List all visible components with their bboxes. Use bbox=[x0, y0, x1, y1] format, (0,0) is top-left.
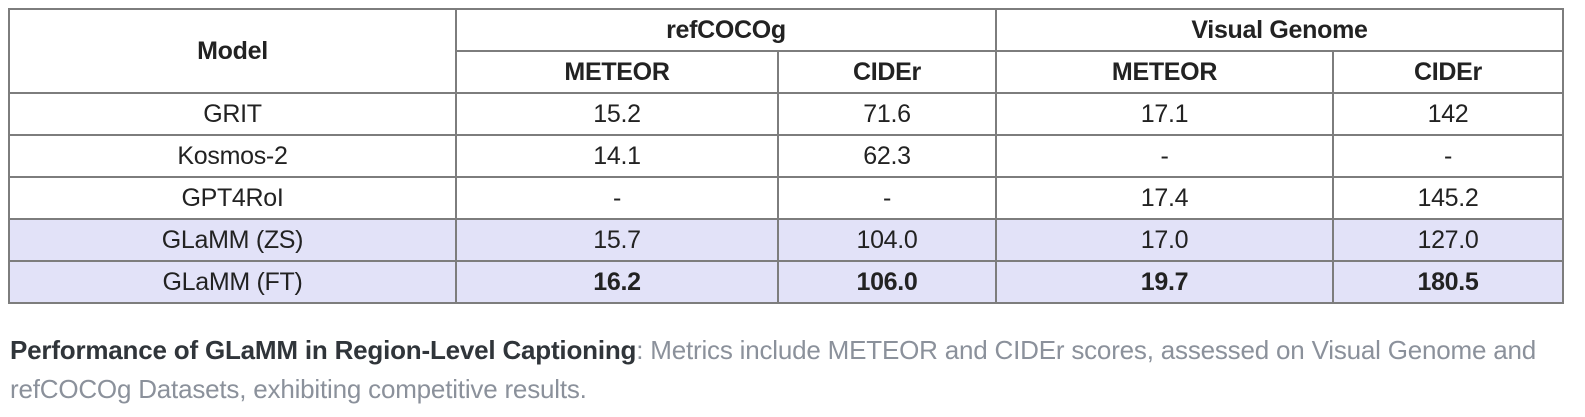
value-cell: 15.7 bbox=[455, 218, 779, 262]
value-cell: 104.0 bbox=[777, 218, 997, 262]
table-row: GLaMM (FT) 16.2 106.0 19.7 180.5 bbox=[8, 260, 1565, 304]
metric-header-row: METEOR CIDEr METEOR CIDEr bbox=[9, 50, 1565, 94]
results-table: Model refCOCOg Visual Genome METEOR CIDE… bbox=[8, 8, 1565, 304]
value-cell: 180.5 bbox=[1331, 260, 1565, 304]
caption-title: Performance of GLaMM in Region-Level Cap… bbox=[10, 335, 637, 365]
value-cell: 17.0 bbox=[995, 218, 1334, 262]
value-cell: 71.6 bbox=[777, 92, 997, 136]
visual-genome-meteor-header: METEOR bbox=[995, 50, 1334, 94]
caption-description: : Metrics include METEOR and CIDEr score… bbox=[10, 335, 1537, 404]
table-caption: Performance of GLaMM in Region-Level Cap… bbox=[10, 331, 1538, 409]
table-row: Kosmos-2 14.1 62.3- - bbox=[8, 134, 1565, 178]
value-cell: 127.0 bbox=[1331, 218, 1565, 262]
visual-genome-cider-header: CIDEr bbox=[1331, 50, 1565, 94]
table-row: GLaMM (ZS) 15.7 104.0 17.0 127.0 bbox=[8, 218, 1565, 262]
model-cell: GRIT bbox=[8, 92, 457, 136]
value-cell: 142 bbox=[1331, 92, 1565, 136]
value-cell: 17.1 bbox=[995, 92, 1334, 136]
visual-genome-group-header: Visual Genome bbox=[994, 8, 1565, 52]
table-header: Model refCOCOg Visual Genome METEOR CIDE… bbox=[8, 8, 1565, 94]
value-cell: 19.7 bbox=[995, 260, 1334, 304]
refcocog-group-header: refCOCOg bbox=[455, 8, 997, 52]
value-cell: 62.3 bbox=[777, 134, 997, 178]
value-cell: - bbox=[1331, 134, 1565, 178]
model-cell: GLaMM (ZS) bbox=[8, 218, 457, 262]
value-cell: 145.2 bbox=[1331, 176, 1565, 220]
refcocog-cider-header: CIDEr bbox=[777, 50, 997, 94]
model-cell: Kosmos-2 bbox=[8, 134, 457, 178]
table-row: GRIT 15.2 71.6 17.1 142 bbox=[8, 92, 1565, 136]
model-cell: GLaMM (FT) bbox=[8, 260, 457, 304]
value-cell: - bbox=[455, 176, 779, 220]
value-cell: 17.4 bbox=[995, 176, 1334, 220]
value-cell: 16.2 bbox=[455, 260, 779, 304]
value-cell: - bbox=[995, 134, 1334, 178]
table-row: GPT4RoI - -17.4 145.2 bbox=[8, 176, 1565, 220]
value-cell: 14.1 bbox=[455, 134, 779, 178]
model-column-header: Model bbox=[8, 8, 457, 94]
value-cell: - bbox=[777, 176, 997, 220]
refcocog-meteor-header: METEOR bbox=[455, 50, 779, 94]
model-cell: GPT4RoI bbox=[8, 176, 457, 220]
group-header-row: Model refCOCOg Visual Genome bbox=[8, 8, 1565, 94]
table-body: GRIT 15.2 71.6 17.1 142 Kosmos-2 14.1 62.3- - GPT… bbox=[8, 92, 1565, 304]
value-cell: 15.2 bbox=[455, 92, 779, 136]
value-cell: 106.0 bbox=[777, 260, 997, 304]
